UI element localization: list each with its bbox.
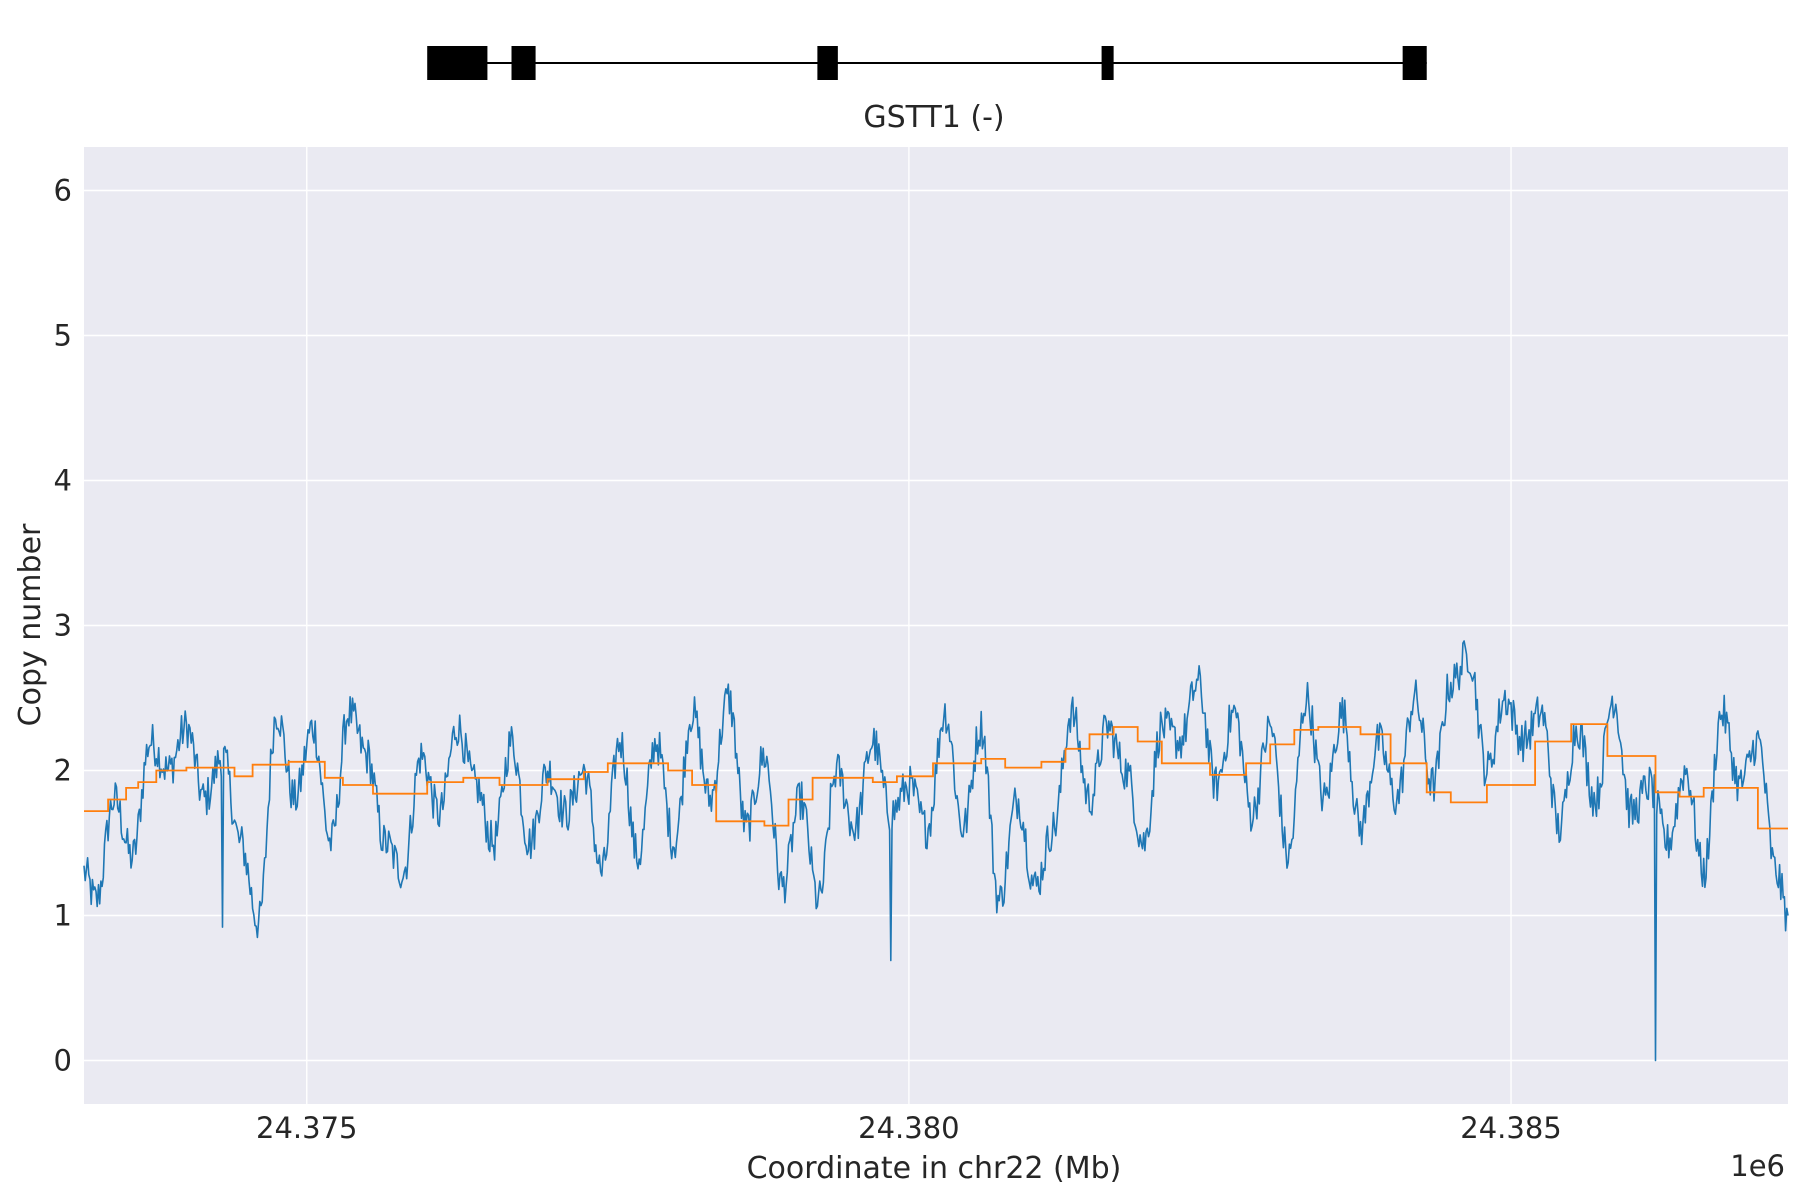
tick-labels: 24.375 24.380 24.385 0 1 2 3 4 5 6: [54, 174, 1562, 1146]
raw-copy-number-line: [83, 640, 1789, 1062]
x-offset-label: 1e6: [1730, 1149, 1785, 1183]
x-axis-label: Coordinate in chr22 (Mb): [747, 1151, 1122, 1186]
smoothed-series-line: [84, 723, 1788, 830]
y-tick-label: 1: [54, 899, 72, 933]
gene-exon: [511, 46, 536, 80]
y-tick-label: 5: [54, 319, 72, 353]
y-tick-label: 3: [54, 609, 72, 643]
gene-exon: [427, 46, 488, 80]
y-tick-label: 0: [54, 1044, 72, 1078]
gene-exon: [1402, 46, 1427, 80]
y-tick-label: 2: [54, 754, 72, 788]
y-tick-label: 6: [54, 174, 72, 208]
y-axis-label: Copy number: [13, 523, 48, 726]
gene-label: GSTT1 (-): [863, 100, 1004, 135]
grid-lines: [84, 147, 1788, 1104]
x-tick-label: 24.385: [1460, 1111, 1561, 1145]
y-tick-label: 4: [54, 464, 72, 498]
series-layer: [83, 640, 1789, 1062]
x-tick-label: 24.380: [858, 1111, 959, 1145]
x-tick-label: 24.375: [256, 1111, 357, 1145]
gene-exon: [1101, 46, 1114, 80]
gene-exon: [817, 46, 838, 80]
gene-track: [427, 46, 1427, 80]
